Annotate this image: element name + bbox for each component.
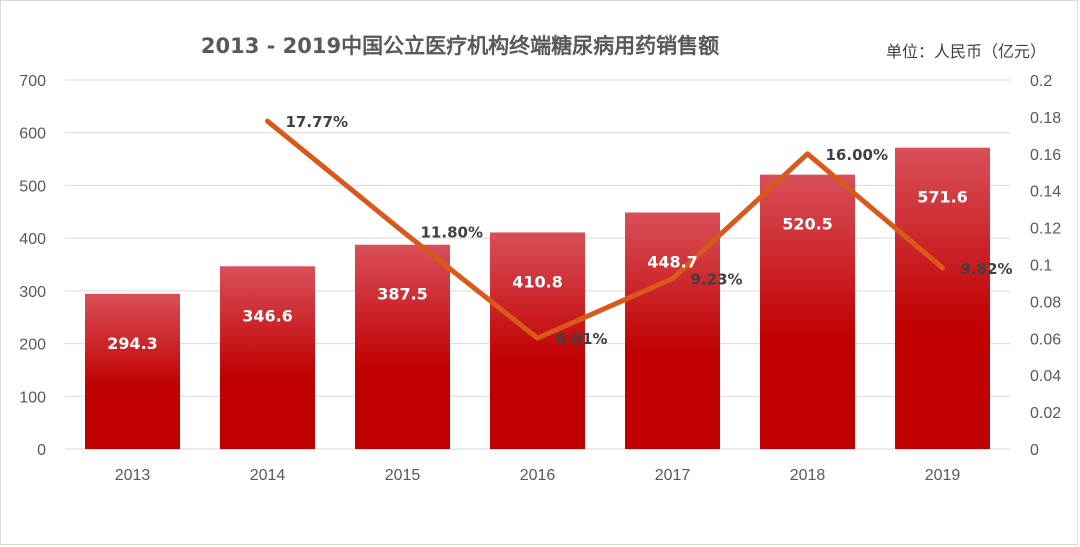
x-tick-label: 2013	[115, 467, 151, 484]
x-tick-label: 2017	[655, 467, 691, 484]
bar	[490, 232, 585, 449]
line-value-label: 6.01%	[556, 330, 608, 348]
y-left-tick-label: 400	[19, 231, 46, 248]
line-value-label: 16.00%	[826, 146, 888, 164]
bar-value-label: 410.8	[512, 272, 563, 291]
unit-label: 单位：人民币（亿元）	[885, 42, 1046, 61]
y-right-tick-label: 0.18	[1030, 110, 1061, 127]
y-left-tick-label: 0	[37, 442, 46, 459]
line-value-label: 17.77%	[286, 113, 348, 131]
x-tick-label: 2014	[250, 467, 286, 484]
bar-value-label: 387.5	[377, 285, 428, 304]
line-value-label: 11.80%	[421, 223, 483, 241]
growth-rate-line	[265, 118, 945, 341]
y-right-tick-label: 0.2	[1030, 73, 1052, 90]
y-right-tick-label: 0.06	[1030, 331, 1061, 348]
bar	[85, 293, 180, 449]
y-left-tick-label: 500	[19, 178, 46, 195]
y-right-tick-label: 0.14	[1030, 184, 1061, 201]
y-right-tick-label: 0.02	[1030, 405, 1061, 422]
y-right-tick-label: 0.1	[1030, 258, 1052, 275]
y-left-tick-label: 100	[19, 389, 46, 406]
chart-title: 2013 - 2019中国公立医疗机构终端糖尿病用药销售额	[200, 34, 720, 58]
bar	[355, 244, 450, 449]
bar	[895, 147, 990, 449]
line-value-label: 9.82%	[961, 260, 1013, 278]
y-right-tick-label: 0.12	[1030, 221, 1061, 238]
x-tick-label: 2015	[385, 467, 421, 484]
line-value-label: 9.23%	[691, 271, 743, 289]
y-right-tick-label: 0.16	[1030, 147, 1061, 164]
y-left-tick-label: 700	[19, 73, 46, 90]
bar	[220, 266, 315, 449]
bar-value-label: 448.7	[647, 252, 698, 271]
y-right-tick-label: 0	[1030, 442, 1039, 459]
bar-value-label: 346.6	[242, 306, 293, 325]
bar	[760, 174, 855, 450]
bar-value-label: 294.3	[107, 334, 158, 353]
bar-value-label: 571.6	[917, 188, 968, 207]
y-left-tick-label: 600	[19, 126, 46, 143]
x-tick-label: 2018	[790, 467, 826, 484]
y-left-tick-label: 300	[19, 284, 46, 301]
y-left-tick-label: 200	[19, 337, 46, 354]
x-tick-label: 2016	[520, 467, 556, 484]
y-right-tick-label: 0.08	[1030, 294, 1061, 311]
y-right-tick-label: 0.04	[1030, 368, 1061, 385]
bar-value-label: 520.5	[782, 215, 833, 234]
x-tick-label: 2019	[925, 467, 961, 484]
